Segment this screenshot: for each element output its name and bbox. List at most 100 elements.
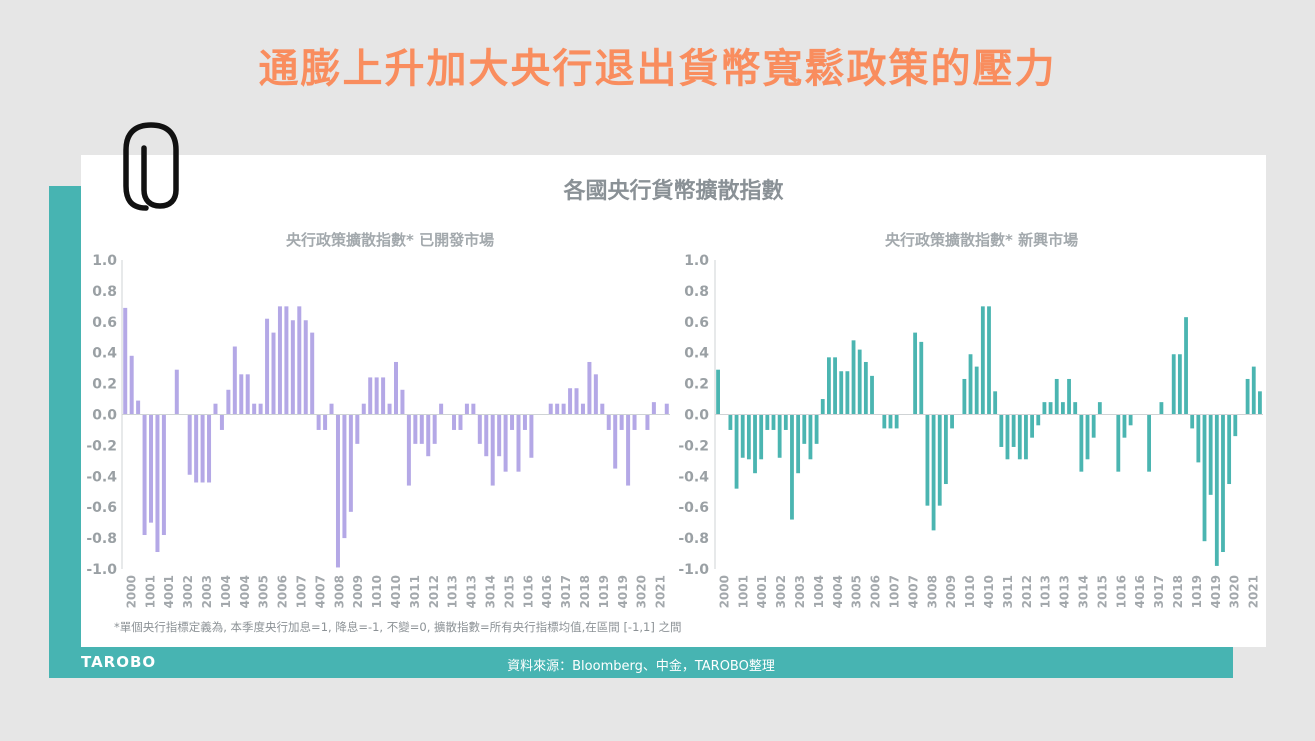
em-bar: [1079, 414, 1084, 472]
em-bar: [1221, 414, 1225, 553]
dm-bar: [477, 414, 482, 444]
em-xtick-label: 4019: [1209, 575, 1223, 608]
em-xtick-label: 3014: [1076, 575, 1090, 608]
em-bar: [814, 414, 819, 444]
dm-xtick-label: 3020: [635, 575, 649, 608]
em-bar: [1036, 414, 1041, 426]
dm-xtick-label: 4019: [616, 575, 630, 608]
em-bar: [833, 357, 837, 415]
dm-bar: [239, 374, 244, 415]
em-ytick-label: 0.8: [684, 284, 709, 300]
em-ytick-label: 0.4: [684, 346, 709, 362]
dm-bar: [664, 403, 669, 415]
dm-bar: [245, 374, 250, 415]
dm-bar: [645, 414, 650, 430]
em-bar: [962, 378, 967, 415]
dm-bar: [335, 414, 340, 568]
em-bar: [1097, 402, 1102, 415]
em-bar: [1030, 414, 1035, 438]
em-bar: [1177, 354, 1182, 415]
em-xtick-label: 4004: [831, 575, 845, 608]
em-bar: [863, 361, 868, 415]
dm-bar-chart: 1.0 0.8 0.6 0.4 0.2 0.0 -0.2 -0.4 -0.6 -0.8 -1.0 20…: [86, 253, 670, 608]
em-xtick-label: 4010: [982, 575, 996, 608]
dm-xtick-label: 3017: [559, 575, 573, 608]
dm-bar: [600, 403, 605, 415]
dm-ytick-label: 1.0: [92, 253, 117, 269]
dm-bar: [503, 414, 508, 472]
em-bar: [1017, 414, 1022, 460]
em-bar: [1147, 414, 1151, 472]
dm-bar: [207, 414, 212, 483]
dm-bar: [632, 414, 637, 430]
dm-bar: [626, 414, 631, 486]
em-bar: [1208, 414, 1213, 495]
em-xtick-label: 4013: [1058, 575, 1072, 608]
dm-bar: [258, 403, 263, 415]
em-bar: [980, 306, 985, 415]
dm-xtick-label: 4010: [389, 575, 403, 608]
em-xtick-label: 3008: [925, 575, 939, 608]
dm-bar: [187, 414, 192, 475]
em-bar: [1122, 414, 1127, 438]
em-bar: [882, 414, 887, 429]
dm-xtick-label: 3011: [408, 575, 422, 608]
source-note: 資料來源：Bloomberg、中金，TAROBO整理: [507, 659, 775, 674]
em-xtick-label: 2003: [793, 575, 807, 608]
em-bar: [999, 414, 1004, 447]
em-bar: [1073, 402, 1078, 415]
em-bar: [857, 349, 862, 415]
em-bar: [777, 414, 782, 458]
em-xtick-label: 1001: [736, 575, 750, 608]
dm-bar: [252, 403, 257, 415]
em-bar: [759, 414, 764, 460]
dm-bar: [271, 332, 276, 415]
em-bar: [740, 414, 745, 458]
footnote: *單個央行指標定義為, 本季度央行加息=1, 降息=-1, 不變=0, 擴散指數…: [114, 620, 682, 634]
dm-bar: [432, 414, 437, 444]
em-xtick-label: 4016: [1133, 575, 1147, 608]
em-bar: [1085, 414, 1090, 460]
card-title: 各國央行貨幣擴散指數: [563, 179, 784, 204]
em-bar: [851, 340, 856, 415]
em-ytick-label: -1.0: [678, 562, 709, 578]
em-bar: [808, 414, 813, 460]
dm-bar: [387, 403, 392, 415]
em-xtick-label: 3020: [1228, 575, 1242, 608]
em-bar: [1196, 414, 1201, 463]
dm-xtick-label: 4016: [540, 575, 554, 608]
em-bar: [1251, 366, 1256, 415]
dm-bar: [290, 320, 295, 415]
dm-bar: [406, 414, 411, 486]
dm-bar: [619, 414, 624, 430]
dm-bar: [136, 400, 141, 415]
em-bar: [888, 414, 893, 429]
page-title: 通膨上升加大央行退出貨幣寬鬆政策的壓力: [258, 46, 1057, 92]
em-bar: [870, 375, 874, 415]
em-bar: [1060, 402, 1065, 415]
dm-bar: [329, 403, 334, 415]
dm-ytick-label: -0.8: [86, 531, 117, 547]
dm-bar: [400, 389, 405, 415]
dm-bar: [226, 389, 231, 415]
em-bar: [1024, 414, 1028, 460]
em-xtick-label: 2018: [1171, 575, 1185, 608]
dm-xtick-label: 1007: [295, 575, 309, 608]
em-xtick-label: 1016: [1114, 575, 1128, 608]
em-bar: [1184, 317, 1188, 415]
em-bar: [1171, 354, 1176, 415]
em-xtick-label: 1010: [963, 575, 977, 608]
dm-bar: [323, 414, 328, 430]
dm-xtick-label: 2015: [502, 575, 516, 608]
em-xtick-label: 2009: [944, 575, 958, 608]
em-bar: [827, 357, 831, 415]
em-bar: [1054, 378, 1059, 415]
dm-bar: [458, 414, 463, 430]
dm-bar: [265, 318, 270, 415]
dm-xtick-label: 2000: [124, 575, 138, 608]
brand-text: TAROBO: [81, 653, 157, 671]
em-bar: [845, 371, 850, 415]
em-bar: [783, 414, 788, 430]
dm-xtick-label: 1001: [143, 575, 157, 608]
dm-ytick-label: 0.8: [92, 284, 117, 300]
